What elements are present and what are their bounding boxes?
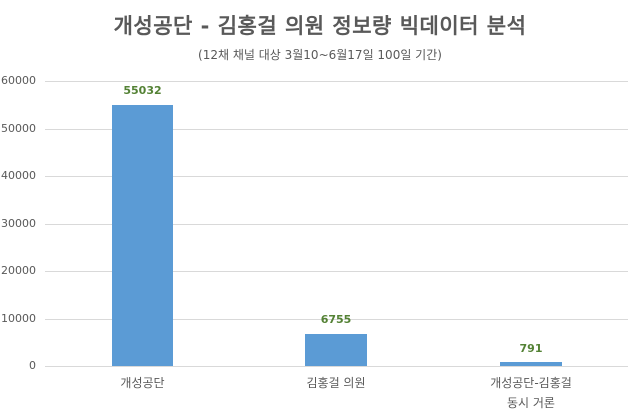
bar-kaesong [112,104,173,366]
gridline-30000 [45,223,628,225]
data-label: 6755 [320,313,352,326]
gridline-60000 [45,81,628,82]
bar-kim-honggul [305,333,367,366]
gridline-20000 [45,271,628,272]
y-tick-label: 50000 [1,121,36,135]
gridline-10000 [45,318,628,320]
chart-subtitle: (12채 채널 대상 3월10~6월17일 100일 기간) [198,48,442,62]
x-category-label: 김홍걸 의원 [241,373,431,393]
y-tick-label: 40000 [1,169,36,182]
gridline-50000 [45,128,628,130]
x-category-label: 개성공단-김홍걸 동시 거론 [436,373,626,413]
x-label-line: 개성공단-김홍걸 [490,376,572,390]
x-label-line: 김홍걸 의원 [306,376,366,390]
y-tick-label: 60000 [1,74,36,87]
x-label-line: 동시 거론 [507,396,555,410]
y-tick-label: 10000 [1,311,36,325]
plot-area: 60000 50000 40000 30000 20000 10000 0 55… [1,74,628,372]
y-tick-label: 30000 [1,216,36,230]
bar-both [500,362,562,366]
x-axis-line [45,366,628,367]
data-label: 55032 [123,84,162,97]
x-label-line: 개성공단 [120,376,165,390]
y-tick-label: 20000 [1,264,36,277]
y-tick-label: 0 [29,359,36,372]
data-label: 791 [519,342,543,355]
x-category-label: 개성공단 [48,373,238,393]
chart-title: 개성공단 - 김홍걸 의원 정보량 빅데이터 분석 [113,14,527,38]
gridline-40000 [45,176,628,177]
